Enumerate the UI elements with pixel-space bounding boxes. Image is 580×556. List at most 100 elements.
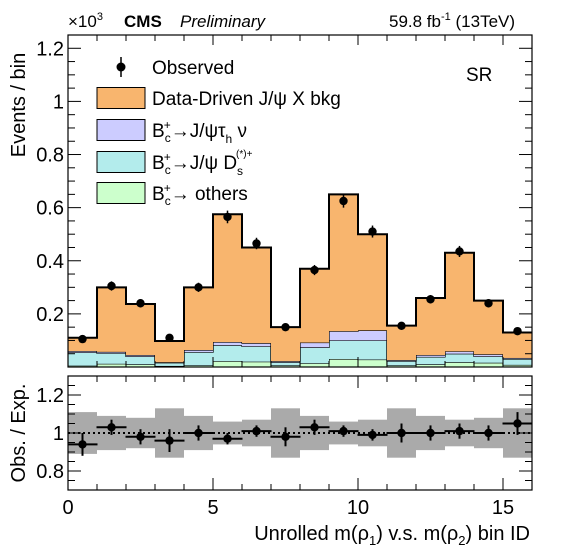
upper-y-axis-title: Events / bin <box>8 53 30 158</box>
stack-bar-bkg <box>329 194 358 332</box>
stack-bar-bkg <box>271 327 300 362</box>
observed-point <box>484 299 493 308</box>
ratio-point <box>397 428 406 438</box>
stack-bar-bkg <box>184 287 213 351</box>
observed-point <box>426 295 435 304</box>
observed-point <box>368 227 377 236</box>
observed-point <box>281 322 290 332</box>
stack-bar-bkg <box>213 214 242 343</box>
stack-bar-ds <box>358 340 387 360</box>
stack-bar-tau <box>445 351 474 354</box>
stack-bar-ds <box>126 356 155 365</box>
legend-observed-marker <box>116 62 126 72</box>
upper-y-tick-label: 0.8 <box>36 145 64 167</box>
stack-bar-ds <box>445 353 474 363</box>
stack-bar-tau <box>358 330 387 341</box>
lower-y-tick-label: 0.8 <box>36 461 64 483</box>
status-label: Preliminary <box>180 12 267 31</box>
stack-bar-bkg <box>387 325 416 361</box>
stack-bar-others <box>503 364 532 367</box>
stack-bar-others <box>445 362 474 367</box>
stack-bar-ds <box>329 340 358 360</box>
ratio-point <box>136 432 145 441</box>
stack-bar-others <box>271 365 300 367</box>
stack-bar-tau <box>126 355 155 357</box>
stack-bar-ds <box>300 347 329 364</box>
stack-bar-bkg <box>242 247 271 344</box>
ratio-point <box>194 428 203 438</box>
stack-bar-bkg <box>474 300 503 355</box>
stack-bar-tau <box>329 331 358 341</box>
ratio-point <box>252 426 261 436</box>
ratio-point <box>484 428 493 438</box>
x-tick-label: 5 <box>207 497 218 519</box>
stack-bar-others <box>184 365 213 367</box>
observed-point <box>194 283 203 292</box>
stack-bar-others <box>68 365 97 367</box>
ratio-point <box>223 434 232 443</box>
x-tick-label: 10 <box>347 497 369 519</box>
ratio-point <box>455 426 464 436</box>
ratio-point <box>165 436 174 445</box>
stack-bar-others <box>242 361 271 367</box>
stack-bar-ds <box>271 362 300 366</box>
stack-bar-ds <box>68 352 97 366</box>
stack-bar-ds <box>155 362 184 366</box>
ratio-point <box>310 423 319 432</box>
observed-point <box>136 299 145 308</box>
lower-y-axis-title: Obs. / Exp. <box>8 384 30 483</box>
observed-point <box>397 321 406 331</box>
stack-bar-bkg <box>126 304 155 356</box>
observed-point <box>513 326 522 336</box>
upper-y-tick-label: 0.4 <box>36 251 64 273</box>
stack-bar-tau <box>242 343 271 347</box>
ratio-point <box>339 426 348 436</box>
lower-y-tick-label: 1.2 <box>36 385 64 407</box>
lower-y-tick-label: 1 <box>53 423 64 445</box>
stack-bar-ds <box>97 353 126 364</box>
stack-bar-tau <box>474 354 503 357</box>
stack-bar-others <box>300 363 329 367</box>
stack-bar-ds <box>213 345 242 362</box>
ratio-point <box>281 432 290 441</box>
legend-label-others: Bc+→ others <box>152 181 248 208</box>
upper-plot: 0.2 0.4 0.6 0.8 1 1.2 <box>36 34 533 368</box>
stack-bar-bkg <box>155 340 184 363</box>
stack-bar-ds <box>387 361 416 366</box>
stack-bar-tau <box>213 342 242 346</box>
stack-bar-others <box>474 362 503 367</box>
stack-bar-ds <box>416 356 445 365</box>
stack-bar-ds <box>503 359 532 365</box>
stack-bar-tau <box>300 342 329 348</box>
stack-bar-bkg <box>358 234 387 331</box>
legend-swatch-ds <box>96 151 146 173</box>
observed-point <box>78 334 87 344</box>
observed-point <box>165 333 174 342</box>
stack-bar-ds <box>184 352 213 366</box>
stack-bar-tau <box>184 350 213 353</box>
stack-bar-tau <box>68 351 97 353</box>
stack-bar-bkg <box>68 337 97 352</box>
experiment-label: CMS <box>124 12 162 31</box>
stack-bar-bkg <box>97 287 126 352</box>
stack-bar-ds <box>242 346 271 362</box>
legend-label-observed: Observed <box>152 58 234 79</box>
stack-bar-others <box>416 364 445 367</box>
region-label: SR <box>466 65 492 86</box>
observed-point <box>107 281 116 291</box>
ratio-plot: 0.8 1 1.2 0 5 10 15 <box>36 375 533 519</box>
y-multiplier: ×103 <box>68 11 103 31</box>
observed-point <box>339 196 348 206</box>
lumi-label: 59.8 fb-1 (13TeV) <box>389 11 515 31</box>
stack-bar-bkg <box>416 297 445 356</box>
legend-label-ds: Bc+→J/ψ Ds(*)+ <box>152 149 253 178</box>
ratio-point <box>426 428 435 438</box>
legend-label-bkg: Data-Driven J/ψ X bkg <box>152 89 341 110</box>
upper-y-tick-label: 0.6 <box>36 198 64 220</box>
ratio-point <box>107 423 116 432</box>
x-axis-title: Unrolled m(ρ1) v.s. m(ρ2) bin ID <box>254 523 530 548</box>
stack-bar-others <box>126 364 155 367</box>
ratio-point <box>368 430 377 440</box>
stack-bar-others <box>329 359 358 367</box>
